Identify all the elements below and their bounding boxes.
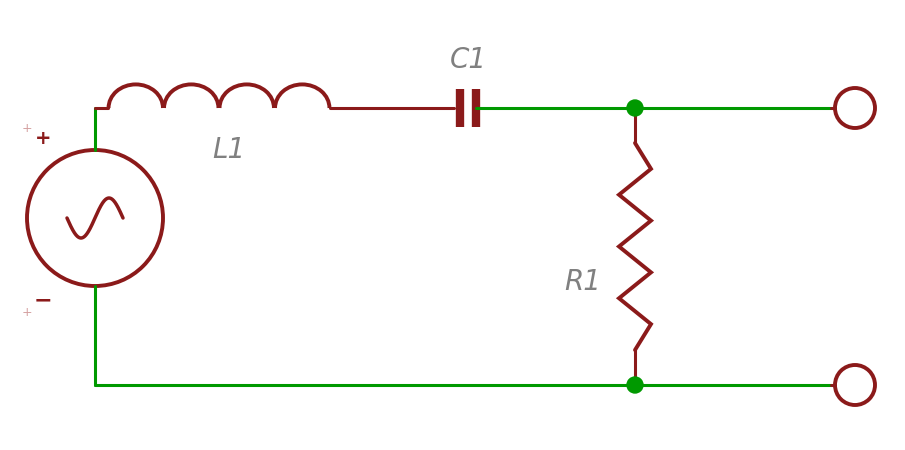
Text: +: + <box>22 122 33 135</box>
Text: L1: L1 <box>213 136 245 164</box>
Circle shape <box>627 100 643 116</box>
Text: R1: R1 <box>565 267 602 296</box>
Text: C1: C1 <box>450 46 487 74</box>
Text: +: + <box>34 129 52 148</box>
Text: −: − <box>33 290 52 310</box>
Circle shape <box>627 377 643 393</box>
Text: +: + <box>22 306 33 319</box>
